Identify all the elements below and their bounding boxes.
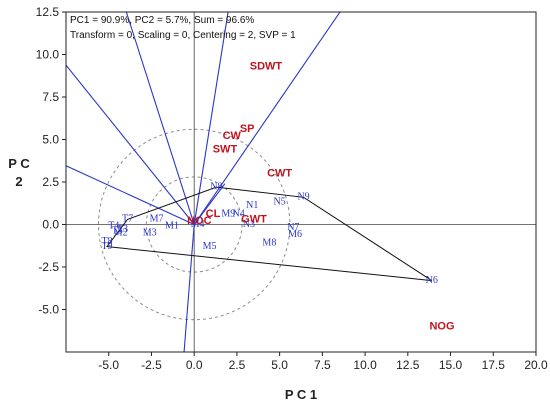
x-axis-ticks: -5.0 -2.5 0.0 2.5 5.0 7.5 10.0 12.5 15.0 17.5 20.0 xyxy=(98,352,548,372)
x-axis-title: P C 1 xyxy=(285,387,317,402)
variable-label-swt: SWT xyxy=(213,144,238,156)
vector-line-5 xyxy=(193,12,341,225)
variable-label-sp: SP xyxy=(240,123,255,135)
observation-label-n9: N9 xyxy=(297,192,309,203)
y-tick-label: -2.5 xyxy=(38,260,59,274)
vector-line-2 xyxy=(125,12,195,225)
x-tick-label: 0.0 xyxy=(186,358,203,372)
y-axis-title-line-1: P C xyxy=(8,156,30,171)
vector-line-1 xyxy=(66,64,195,225)
observation-label-m8: M8 xyxy=(262,237,276,248)
convex-hull-polygon xyxy=(106,186,432,282)
variable-label-sdwt: SDWT xyxy=(250,60,283,72)
observation-label-t8: T8 xyxy=(101,236,112,247)
x-tick-label: 20.0 xyxy=(524,358,548,372)
variable-label-nog: NOG xyxy=(429,320,454,332)
observation-label-t5: T5 xyxy=(112,226,123,237)
observation-label-m4: M4 xyxy=(191,219,205,230)
observation-label-t7: T7 xyxy=(122,214,133,225)
convex-hull xyxy=(106,186,432,282)
observation-label-t4: T4 xyxy=(108,220,119,231)
origin-reference-lines xyxy=(66,12,536,352)
variable-label-gwt: GWT xyxy=(241,213,267,225)
x-tick-label: 15.0 xyxy=(439,358,463,372)
x-tick-label: 17.5 xyxy=(482,358,506,372)
observation-label-n7: N7 xyxy=(287,222,299,233)
observation-label-n8: N8 xyxy=(210,181,222,192)
x-tick-label: 2.5 xyxy=(229,358,246,372)
observation-label-t9: T9 xyxy=(101,241,112,252)
y-tick-label: 5.0 xyxy=(42,133,59,147)
x-tick-label: 10.0 xyxy=(353,358,377,372)
x-tick-label: -2.5 xyxy=(141,358,162,372)
y-axis-title-line-2: 2 xyxy=(15,174,22,189)
info-line-pc-variance: PC1 = 90.9%, PC2 = 5.7%, Sum = 96.6% xyxy=(70,15,254,26)
vector-line-4 xyxy=(193,12,229,225)
x-tick-label: -5.0 xyxy=(98,358,119,372)
x-tick-label: 7.5 xyxy=(314,358,331,372)
observation-label-m2: M2 xyxy=(114,227,128,238)
variable-label-cwt: CWT xyxy=(267,167,292,179)
x-tick-label: 12.5 xyxy=(396,358,420,372)
observation-label-n3: N3 xyxy=(243,219,255,230)
y-tick-label: 7.5 xyxy=(42,90,59,104)
variable-label-cl: CL xyxy=(206,208,221,220)
observation-label-n6: N6 xyxy=(426,275,438,286)
vector-lines xyxy=(66,12,341,352)
y-tick-label: 12.5 xyxy=(36,5,60,19)
vector-line-6 xyxy=(193,183,226,225)
variable-label-noc: NOC xyxy=(187,215,212,227)
observation-label-m6: M6 xyxy=(288,229,302,240)
observation-label-m7: M7 xyxy=(150,214,164,225)
observation-label-t3: T3 xyxy=(117,224,128,235)
observation-label-n5: N5 xyxy=(274,197,286,208)
observation-label-m5: M5 xyxy=(203,241,217,252)
y-axis-ticks: -5.0 -2.5 0.0 2.5 5.0 7.5 10.0 12.5 xyxy=(36,5,66,317)
y-tick-label: 2.5 xyxy=(42,175,59,189)
x-tick-label: 5.0 xyxy=(271,358,288,372)
observation-label-n1: N1 xyxy=(246,200,258,211)
vector-line-7 xyxy=(183,224,195,352)
y-tick-label: 0.0 xyxy=(42,218,59,232)
observation-label-m3: M3 xyxy=(143,227,157,238)
vector-line-3 xyxy=(66,165,195,226)
observation-label-n4: N4 xyxy=(233,209,245,220)
y-tick-label: 10.0 xyxy=(36,48,60,62)
observation-label-m1: M1 xyxy=(165,220,179,231)
observation-label-m9: M9 xyxy=(221,209,235,220)
variable-label-cw: CW xyxy=(223,130,242,142)
y-tick-label: -5.0 xyxy=(38,303,59,317)
info-line-settings: Transform = 0, Scaling = 0, Centering = … xyxy=(70,30,296,41)
